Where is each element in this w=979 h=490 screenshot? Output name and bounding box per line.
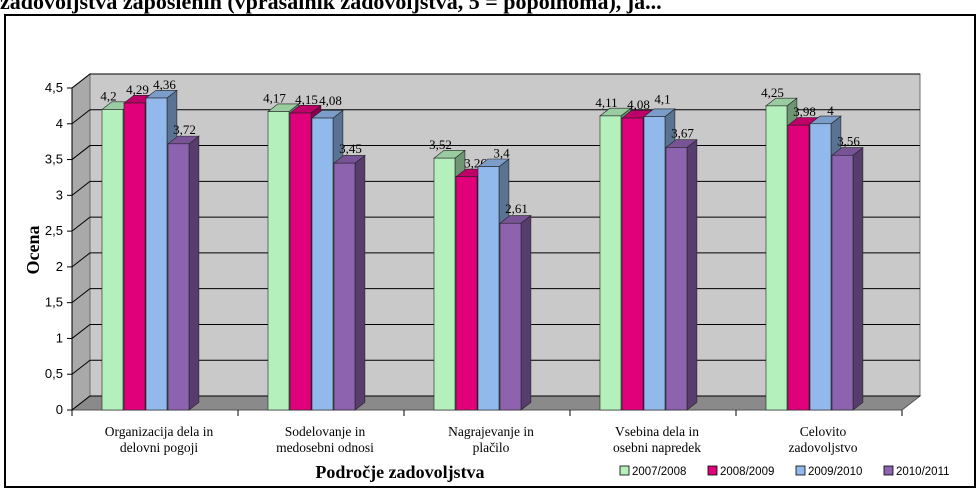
legend-label: 2007/2008	[632, 466, 686, 478]
data-label: 3,72	[173, 122, 196, 137]
data-label: 4,25	[761, 85, 784, 100]
bar	[809, 123, 832, 411]
gridline	[71, 109, 920, 125]
y-tick-label: 0,5	[45, 366, 63, 381]
bar	[101, 109, 124, 411]
data-label: 3,56	[837, 133, 860, 148]
x-axis-title: Področje zadovoljstva	[315, 462, 484, 482]
data-label: 4,11	[595, 95, 617, 110]
y-tick-label: 4	[56, 116, 63, 131]
x-tick-label: Sodelovanje in	[285, 424, 366, 439]
data-label: 4	[827, 103, 834, 118]
legend-swatch	[707, 465, 718, 476]
y-tick-label: 2	[56, 259, 63, 274]
legend-label: 2010/2011	[896, 466, 950, 478]
data-label: 4,17	[263, 91, 286, 106]
bar-side-face	[354, 154, 366, 411]
bar	[831, 154, 854, 411]
x-tick-label: delovni pogoji	[120, 440, 199, 455]
data-label: 4,36	[153, 77, 176, 92]
data-label: 3,45	[339, 141, 362, 156]
y-tick-label: 3	[56, 187, 63, 202]
bar	[433, 157, 456, 411]
y-tick-label: 0	[56, 402, 63, 417]
legend-label: 2009/2010	[808, 466, 862, 478]
bar-side-face	[520, 214, 532, 411]
x-tick-label: Organizacija dela in	[105, 424, 214, 439]
bar	[477, 166, 500, 411]
heading-text: zadovoljstva zaposlenih (vprašalnik zado…	[0, 0, 662, 14]
y-axis-title: Ocena	[23, 226, 43, 275]
data-label: 2,61	[505, 201, 528, 216]
x-tick-label: Nagrajevanje in	[448, 424, 534, 439]
cut-off-heading: zadovoljstva zaposlenih (vprašalnik zado…	[0, 0, 979, 14]
plot-side-wall	[71, 72, 91, 412]
y-tick-label: 1,5	[45, 295, 63, 310]
bar	[333, 162, 356, 411]
y-tick-label: 3,5	[45, 152, 63, 167]
x-tick-label: Vsebina dela in	[615, 424, 699, 439]
y-tick-label: 2,5	[45, 223, 63, 238]
bar	[289, 112, 312, 411]
data-label: 3,4	[493, 146, 510, 161]
bar	[621, 117, 644, 411]
data-label: 3,52	[429, 137, 452, 152]
legend-label: 2008/2009	[720, 466, 774, 478]
bar	[123, 102, 146, 411]
bar	[267, 111, 290, 411]
data-label: 3,98	[793, 104, 816, 119]
data-label: 4,29	[126, 82, 149, 97]
bar-side-face	[686, 139, 698, 411]
x-tick-label: zadovoljstvo	[789, 440, 858, 455]
data-label: 4,15	[295, 92, 318, 107]
bar-side-face	[188, 135, 200, 411]
legend-swatch	[619, 465, 630, 476]
bar	[665, 147, 688, 411]
bar	[787, 124, 810, 411]
x-tick-label: Celovito	[800, 424, 847, 439]
bar	[643, 116, 666, 411]
data-label: 4,1	[654, 92, 670, 107]
bar	[167, 143, 190, 411]
bar	[765, 105, 788, 411]
data-label: 4,08	[319, 93, 342, 108]
x-tick-label: plačilo	[473, 440, 510, 455]
gridline	[71, 73, 920, 89]
legend-swatch	[795, 465, 806, 476]
data-label: 4,2	[100, 88, 116, 103]
x-tick-label: medosebni odnosi	[276, 440, 374, 455]
data-label: 3,67	[671, 125, 694, 140]
bar	[499, 222, 522, 411]
y-tick-label: 1	[56, 330, 63, 345]
y-tick-label: 4,5	[45, 80, 63, 95]
bar	[145, 97, 168, 411]
x-tick-label: osebni napredek	[613, 440, 701, 455]
bar	[311, 117, 334, 411]
bar	[599, 115, 622, 411]
data-label: 4,08	[627, 97, 650, 112]
legend-swatch	[883, 465, 894, 476]
bar-side-face	[852, 146, 864, 411]
bar	[455, 176, 478, 411]
